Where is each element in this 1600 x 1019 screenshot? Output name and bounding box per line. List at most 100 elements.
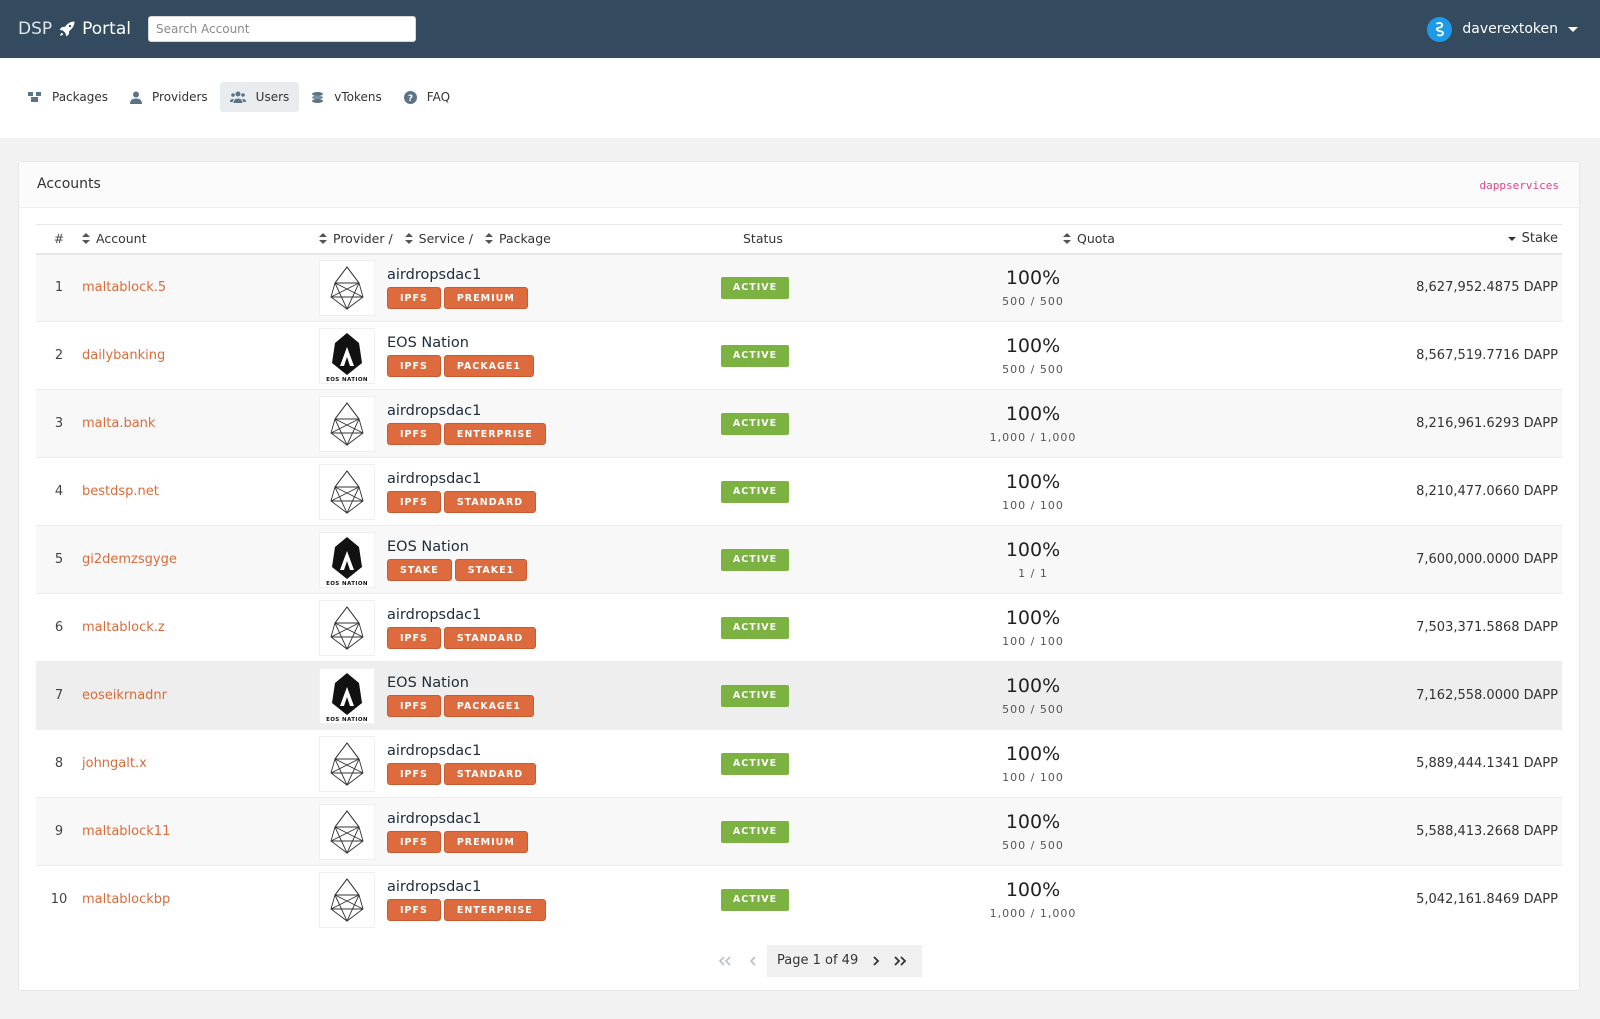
service-tag: IPFS (387, 354, 441, 377)
nav-item-users[interactable]: Users (219, 82, 300, 112)
header-account[interactable]: Account (82, 224, 319, 255)
next-page-button[interactable] (864, 945, 888, 977)
nav-item-faq[interactable]: ? FAQ (394, 82, 460, 112)
status-badge: ACTIVE (721, 548, 789, 571)
quota-cell: 100% 100 / 100 (889, 458, 1179, 526)
account-cell: maltablock11 (82, 798, 319, 866)
quota-percent: 100% (1005, 675, 1061, 697)
nav-bar: Packages Providers Users vTokens ? FAQ (0, 58, 1600, 138)
page-indicator: Page 1 of 49 (767, 945, 923, 977)
prev-page-button[interactable] (739, 945, 767, 977)
quota-percent: 100% (1005, 539, 1061, 561)
header-service[interactable]: Service / (404, 231, 474, 247)
first-page-button[interactable] (711, 945, 739, 977)
provider-logo (319, 259, 375, 316)
account-link[interactable]: bestdsp.net (82, 484, 159, 499)
service-tag: IPFS (387, 694, 441, 717)
row-number: 10 (50, 892, 68, 908)
account-cell: johngalt.x (82, 730, 319, 798)
eos-logo-icon (330, 266, 364, 310)
provider-name[interactable]: airdropsdac1 (387, 878, 482, 895)
stake-value: 5,588,413.2668 DAPP (1416, 824, 1558, 839)
service-tag: PACKAGE1 (443, 354, 534, 377)
provider-logo (319, 463, 375, 520)
account-link[interactable]: maltablock.z (82, 620, 165, 635)
provider-name[interactable]: EOS Nation (387, 674, 469, 691)
search-input[interactable] (148, 16, 416, 42)
quota-cell: 100% 1 / 1 (889, 526, 1179, 594)
nav-item-packages[interactable]: Packages (18, 82, 118, 112)
account-link[interactable]: maltablock11 (82, 824, 171, 839)
provider-name[interactable]: airdropsdac1 (387, 266, 482, 283)
status-badge: ACTIVE (721, 276, 789, 299)
account-cell: malta.bank (82, 390, 319, 458)
provider-cell: EOS NATION EOS Nation STAKE STAKE1 (319, 526, 729, 594)
user-menu[interactable]: daverextoken (1427, 0, 1578, 58)
table-row: 2 dailybanking EOS NATION EOS Nation IPF… (36, 322, 1562, 390)
row-number: 3 (54, 416, 64, 431)
account-link[interactable]: gi2demzsgyge (82, 552, 177, 567)
quota-cell: 100% 1,000 / 1,000 (889, 390, 1179, 458)
status-cell: ACTIVE (721, 594, 889, 662)
provider-name[interactable]: airdropsdac1 (387, 742, 482, 759)
provider-name[interactable]: EOS Nation (387, 334, 469, 351)
sort-icon (404, 233, 413, 245)
table-row: 6 maltablock.z airdropsdac1 IPFS STANDARD… (36, 594, 1562, 662)
provider-logo (319, 735, 375, 792)
provider-logo: EOS NATION (319, 327, 375, 384)
boxes-icon (28, 91, 42, 103)
service-tag: ENTERPRISE (443, 898, 546, 921)
quota-cell: 100% 1,000 / 1,000 (889, 866, 1179, 934)
service-tag: PREMIUM (443, 286, 528, 309)
nav-item-vtokens[interactable]: vTokens (301, 82, 392, 112)
quota-percent: 100% (1005, 879, 1061, 902)
provider-name[interactable]: airdropsdac1 (387, 402, 482, 419)
service-tag: PREMIUM (443, 830, 528, 853)
account-cell: gi2demzsgyge (82, 526, 319, 594)
account-cell: maltablockbp (82, 866, 319, 934)
account-link[interactable]: dailybanking (82, 348, 166, 363)
accounts-card: Accounts dappservices # Account Provider… (18, 161, 1580, 991)
quota-cell: 100% 100 / 100 (889, 730, 1179, 798)
quota-cell: 100% 500 / 500 (889, 798, 1179, 866)
brand-logo[interactable]: DSP Portal (18, 0, 131, 58)
header-package[interactable]: Package (485, 231, 551, 246)
brand-dsp: DSP (18, 19, 53, 39)
account-link[interactable]: maltablockbp (82, 892, 171, 908)
last-page-button[interactable] (888, 945, 912, 977)
header-service-label: Service / (418, 231, 474, 247)
provider-name[interactable]: EOS Nation (387, 538, 469, 555)
users-icon (229, 91, 246, 103)
provider-name[interactable]: airdropsdac1 (387, 470, 482, 487)
card-header: Accounts dappservices (19, 162, 1579, 208)
header-status-label: Status (743, 231, 783, 247)
provider-name[interactable]: airdropsdac1 (387, 606, 482, 623)
quota-fraction: 100 / 100 (1002, 499, 1064, 512)
sort-icon (319, 233, 327, 245)
svg-text:EOS NATION: EOS NATION (326, 377, 368, 382)
quota-cell: 100% 100 / 100 (889, 594, 1179, 662)
nav-label: FAQ (426, 90, 451, 104)
provider-cell: airdropsdac1 IPFS ENTERPRISE (319, 390, 729, 458)
account-link[interactable]: eoseikrnadnr (82, 688, 168, 703)
provider-name[interactable]: airdropsdac1 (387, 810, 482, 827)
status-cell: ACTIVE (721, 526, 889, 594)
header-quota[interactable]: Quota (889, 224, 1179, 255)
nav-item-providers[interactable]: Providers (120, 82, 218, 112)
brand-portal: Portal (82, 19, 131, 39)
service-tag: IPFS (387, 422, 441, 445)
status-cell: ACTIVE (721, 730, 889, 798)
chevron-left-icon (749, 956, 756, 966)
page-label: Page 1 of 49 (777, 953, 859, 968)
provider-logo (319, 395, 375, 452)
quota-percent: 100% (1005, 607, 1061, 629)
header-account-label: Account (96, 231, 147, 247)
account-link[interactable]: malta.bank (82, 416, 156, 431)
service-tag: STANDARD (443, 490, 537, 513)
header-package-label: Package (499, 231, 551, 247)
account-link[interactable]: johngalt.x (82, 756, 147, 771)
account-cell: dailybanking (82, 322, 319, 390)
header-provider[interactable]: Provider / (319, 231, 393, 246)
account-link[interactable]: maltablock.5 (82, 280, 167, 296)
header-stake[interactable]: Stake (1179, 224, 1562, 255)
